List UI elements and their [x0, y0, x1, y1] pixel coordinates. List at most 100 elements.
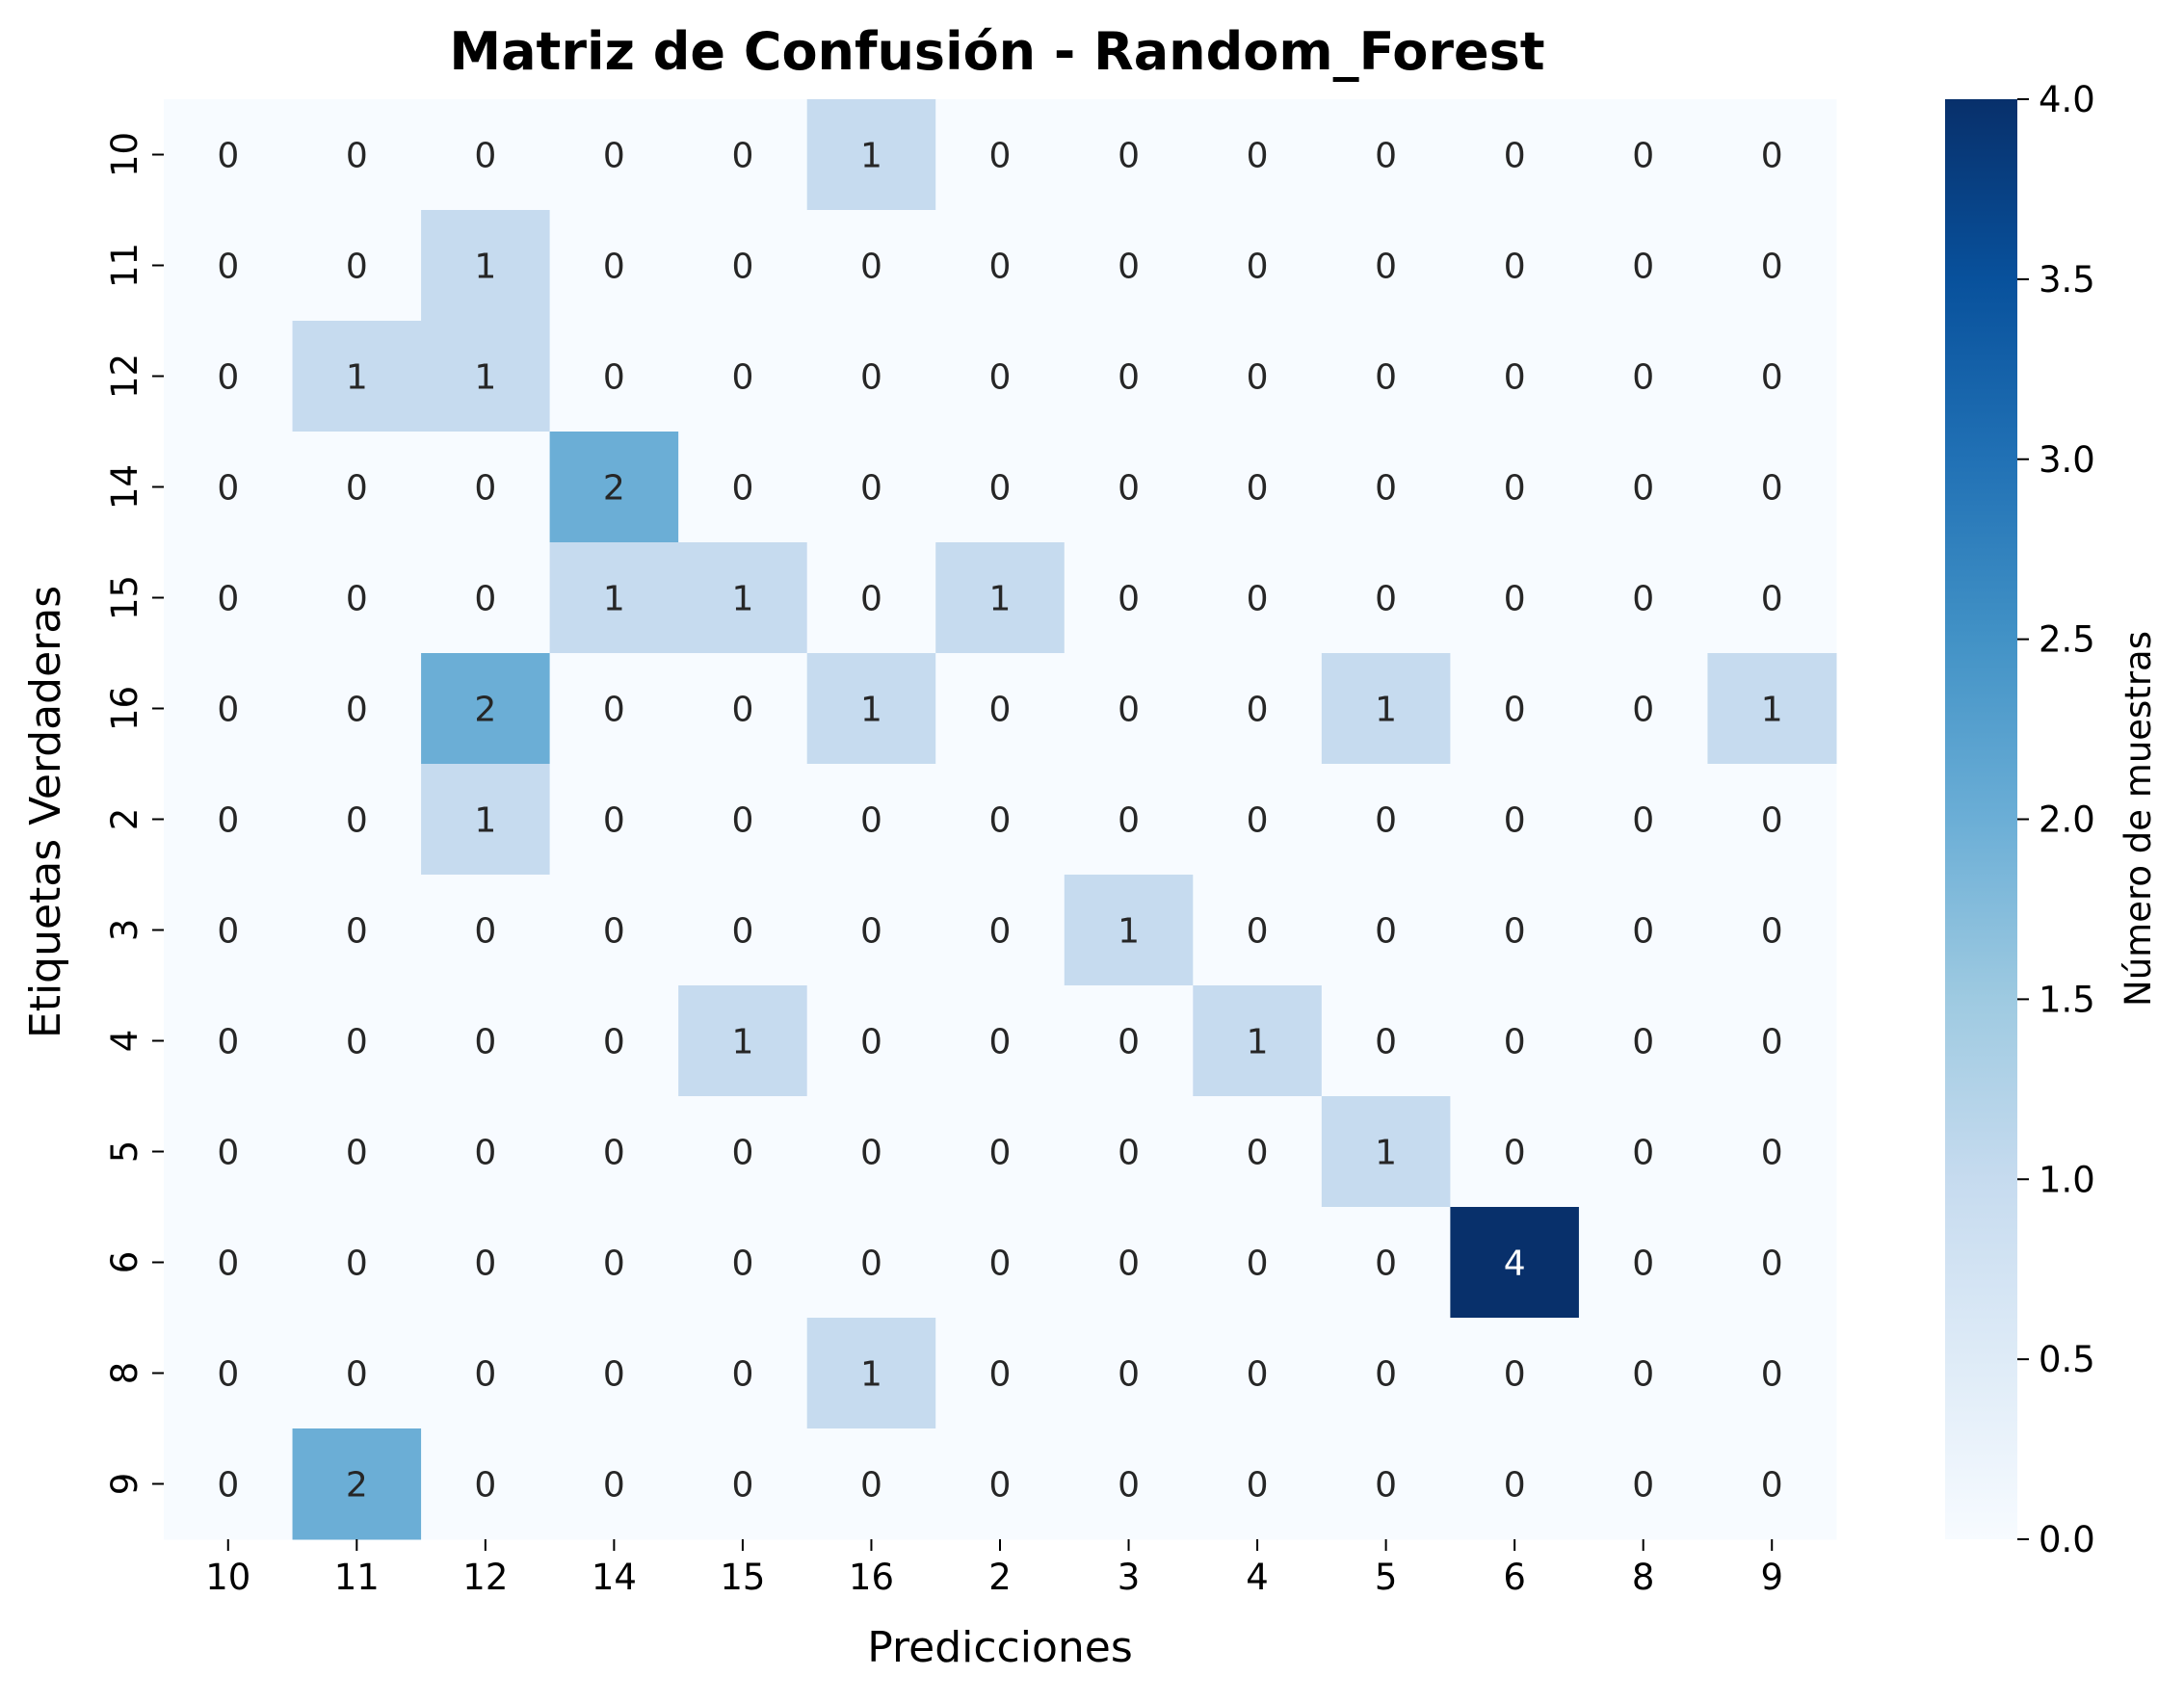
heatmap-cell [1321, 875, 1451, 986]
cell-value-label: 0 [1632, 691, 1654, 730]
heatmap-cell [164, 653, 294, 765]
y-tick-label: 10 [104, 132, 145, 177]
heatmap-cell [549, 764, 679, 876]
heatmap-cell [935, 1096, 1066, 1208]
cell-value-label: 0 [217, 469, 239, 509]
y-tick-label: 5 [104, 1140, 145, 1164]
cell-value-label: 0 [346, 1355, 368, 1395]
heatmap-cell [1707, 432, 1837, 543]
cell-value-label: 0 [1247, 691, 1269, 730]
colorbar-tick-label: 0.5 [2039, 1339, 2095, 1380]
heatmap-cell [1450, 653, 1580, 765]
heatmap-cell [164, 432, 294, 543]
cell-value-label: 0 [731, 469, 753, 509]
cell-value-label: 0 [217, 1023, 239, 1062]
cell-value-label: 0 [731, 358, 753, 398]
heatmap-cell [678, 1428, 808, 1540]
heatmap-cell [678, 985, 808, 1097]
heatmap-cell [806, 875, 936, 986]
heatmap-cell [1064, 653, 1194, 765]
cell-value-label: 0 [346, 248, 368, 287]
cell-value-label: 1 [860, 1355, 882, 1395]
heatmap-cell [678, 542, 808, 654]
heatmap-cell [1707, 1207, 1837, 1319]
cell-value-label: 0 [1118, 469, 1140, 509]
cell-value-label: 0 [1504, 912, 1526, 952]
cell-value-label: 0 [1504, 691, 1526, 730]
cell-value-label: 0 [1632, 912, 1654, 952]
heatmap-cell [935, 542, 1066, 654]
colorbar-label: Número de muestras [2118, 631, 2159, 1007]
cell-value-label: 0 [860, 248, 882, 287]
cell-value-label: 0 [603, 691, 625, 730]
cell-value-label: 0 [474, 1244, 496, 1284]
heatmap-cell [1450, 321, 1580, 432]
heatmap-cell [1707, 1096, 1837, 1208]
heatmap-cell [164, 542, 294, 654]
heatmap-cell [1450, 99, 1580, 211]
cell-value-label: 0 [217, 358, 239, 398]
heatmap-cell [421, 1428, 551, 1540]
cell-value-label: 0 [1504, 580, 1526, 619]
cell-value-label: 1 [474, 358, 496, 398]
heatmap-cell [1193, 985, 1323, 1097]
heatmap-cell [935, 653, 1066, 765]
x-tick-label: 9 [1760, 1557, 1783, 1598]
cell-value-label: 0 [1247, 1244, 1269, 1284]
heatmap-cell [1707, 1318, 1837, 1429]
heatmap-cell [292, 764, 422, 876]
cell-value-label: 0 [603, 801, 625, 841]
heatmap-cell [164, 1096, 294, 1208]
heatmap-cell [1450, 432, 1580, 543]
heatmap-cell [292, 1207, 422, 1319]
heatmap-cell [935, 875, 1066, 986]
heatmap-cell [935, 1207, 1066, 1319]
heatmap-cell [1321, 1096, 1451, 1208]
cell-value-label: 0 [1118, 1023, 1140, 1062]
cell-value-label: 0 [1504, 358, 1526, 398]
heatmap-cell [292, 1428, 422, 1540]
heatmap-cell [292, 542, 422, 654]
x-tick-label: 11 [334, 1557, 380, 1598]
cell-value-label: 0 [1632, 801, 1654, 841]
heatmap-cell [1064, 1096, 1194, 1208]
cell-value-label: 0 [860, 801, 882, 841]
cell-value-label: 0 [989, 1466, 1012, 1506]
heatmap-cell [678, 432, 808, 543]
heatmap-cell [1578, 542, 1708, 654]
heatmap-cell [549, 432, 679, 543]
cell-value-label: 0 [989, 137, 1012, 176]
heatmap-cell [1707, 985, 1837, 1097]
heatmap-cell [1321, 653, 1451, 765]
x-tick-label: 16 [849, 1557, 894, 1598]
cell-value-label: 0 [603, 1134, 625, 1173]
heatmap-cell [421, 432, 551, 543]
cell-value-label: 1 [346, 358, 368, 398]
x-tick-label: 5 [1375, 1557, 1398, 1598]
cell-value-label: 0 [603, 248, 625, 287]
cell-value-label: 2 [603, 469, 625, 509]
heatmap-cell [1578, 321, 1708, 432]
heatmap-cell [549, 321, 679, 432]
heatmap-cell [164, 985, 294, 1097]
cell-value-label: 0 [1761, 1134, 1783, 1173]
cell-value-label: 0 [217, 1466, 239, 1506]
colorbar-tick-label: 3.0 [2039, 439, 2095, 481]
heatmap-cell [1321, 99, 1451, 211]
heatmap-cell [1064, 985, 1194, 1097]
cell-value-label: 0 [1761, 469, 1783, 509]
cell-value-label: 0 [860, 912, 882, 952]
heatmap-cell [292, 653, 422, 765]
heatmap-cell [1450, 1207, 1580, 1319]
heatmap-cell [1450, 764, 1580, 876]
heatmap-cell [806, 542, 936, 654]
heatmap-cell [1578, 1096, 1708, 1208]
heatmap-cell [1321, 1318, 1451, 1429]
cell-value-label: 0 [989, 1355, 1012, 1395]
heatmap-cell [1064, 1428, 1194, 1540]
colorbar-tick-label: 2.0 [2039, 799, 2095, 841]
cell-value-label: 4 [1504, 1244, 1526, 1284]
cell-value-label: 0 [731, 248, 753, 287]
cell-value-label: 0 [474, 137, 496, 176]
cell-value-label: 0 [989, 469, 1012, 509]
